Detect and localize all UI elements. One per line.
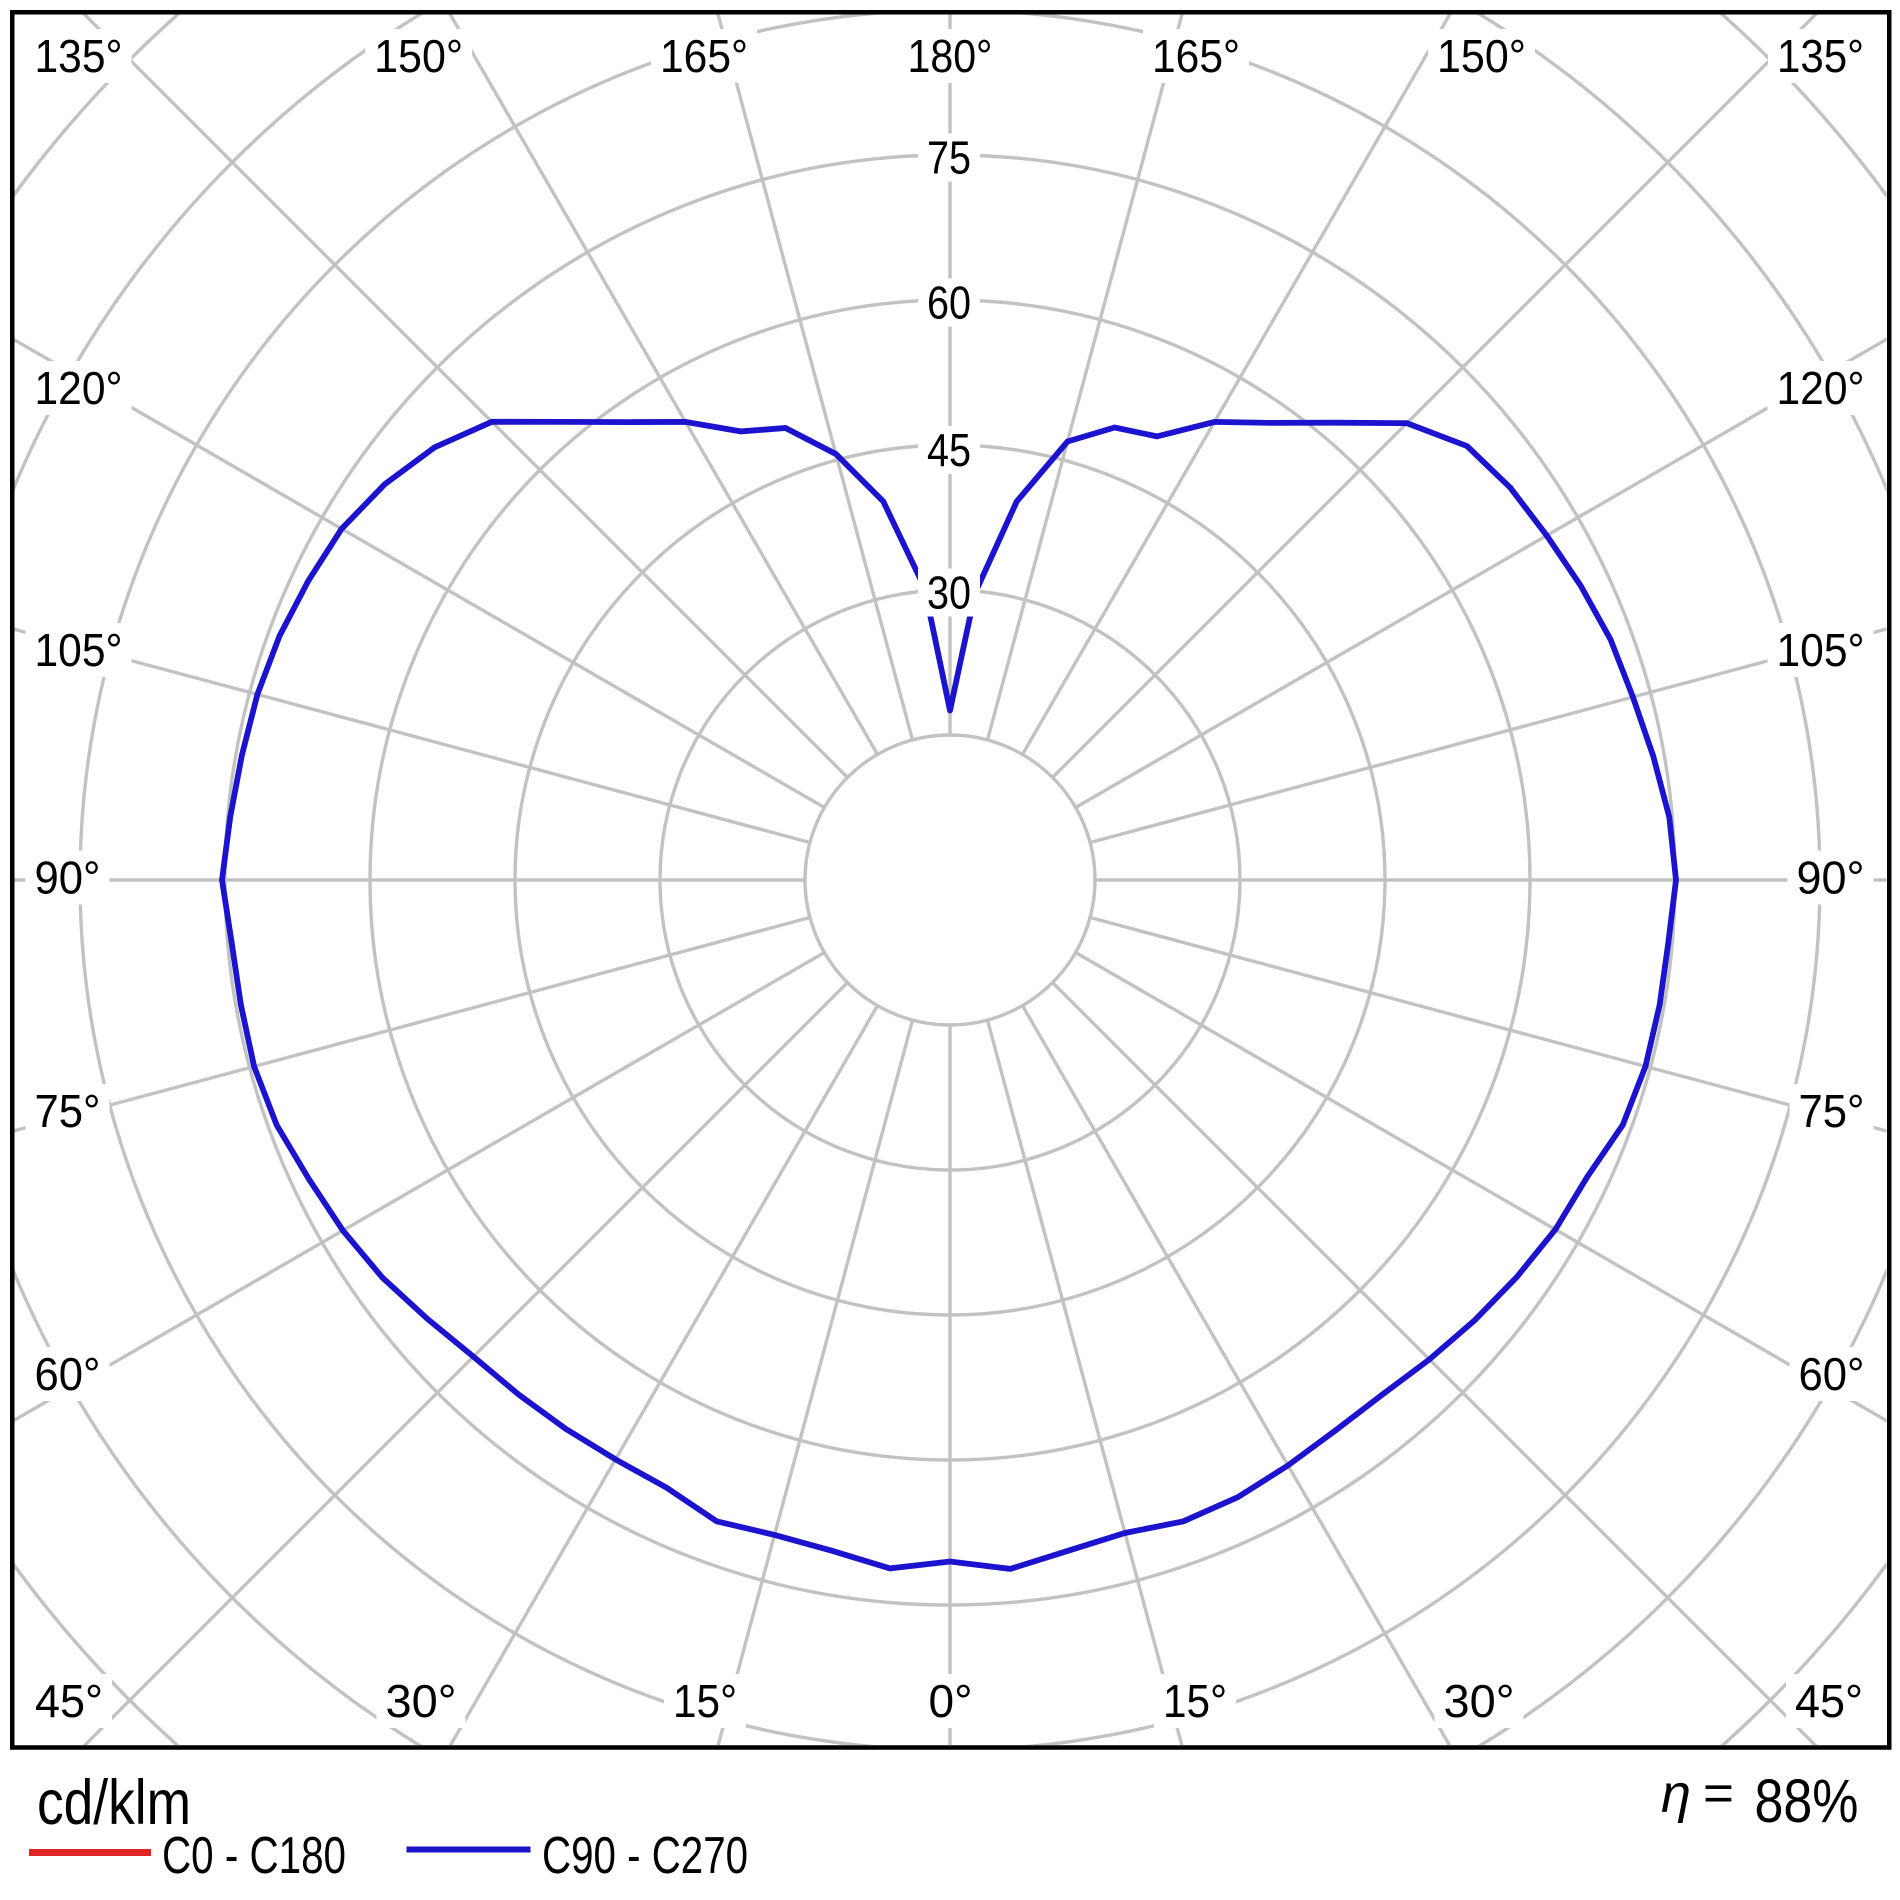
svg-text:165°: 165° — [660, 30, 748, 82]
svg-text:88%: 88% — [1755, 1767, 1859, 1835]
svg-text:30°: 30° — [1444, 1675, 1515, 1727]
svg-text:120°: 120° — [1777, 362, 1865, 414]
svg-text:105°: 105° — [35, 624, 123, 676]
svg-text:45°: 45° — [1795, 1675, 1863, 1727]
svg-text:60°: 60° — [35, 1348, 101, 1400]
svg-text:135°: 135° — [35, 30, 123, 82]
svg-text:30°: 30° — [386, 1675, 457, 1727]
svg-text:45: 45 — [927, 424, 971, 476]
svg-text:η: η — [1661, 1764, 1691, 1824]
svg-text:180°: 180° — [908, 30, 993, 82]
svg-text:15°: 15° — [1163, 1675, 1227, 1727]
svg-text:0°: 0° — [929, 1675, 973, 1727]
svg-text:75°: 75° — [35, 1085, 101, 1137]
svg-text:165°: 165° — [1152, 30, 1240, 82]
svg-text:150°: 150° — [1437, 30, 1526, 82]
svg-text:15°: 15° — [673, 1675, 737, 1727]
svg-text:150°: 150° — [374, 30, 463, 82]
svg-text:120°: 120° — [35, 362, 123, 414]
svg-text:cd/klm: cd/klm — [37, 1768, 191, 1838]
svg-text:90°: 90° — [35, 852, 101, 904]
svg-text:60: 60 — [927, 277, 971, 329]
svg-text:C0 - C180: C0 - C180 — [162, 1827, 346, 1885]
svg-text:90°: 90° — [1797, 852, 1865, 904]
svg-text:60°: 60° — [1799, 1348, 1865, 1400]
svg-text:45°: 45° — [35, 1675, 103, 1727]
svg-text:=: = — [1703, 1765, 1734, 1821]
svg-text:135°: 135° — [1777, 30, 1864, 82]
svg-text:105°: 105° — [1777, 624, 1865, 676]
svg-text:C90 - C270: C90 - C270 — [542, 1827, 748, 1885]
svg-text:75°: 75° — [1799, 1085, 1865, 1137]
svg-text:75: 75 — [927, 132, 971, 184]
svg-text:30: 30 — [927, 567, 971, 619]
